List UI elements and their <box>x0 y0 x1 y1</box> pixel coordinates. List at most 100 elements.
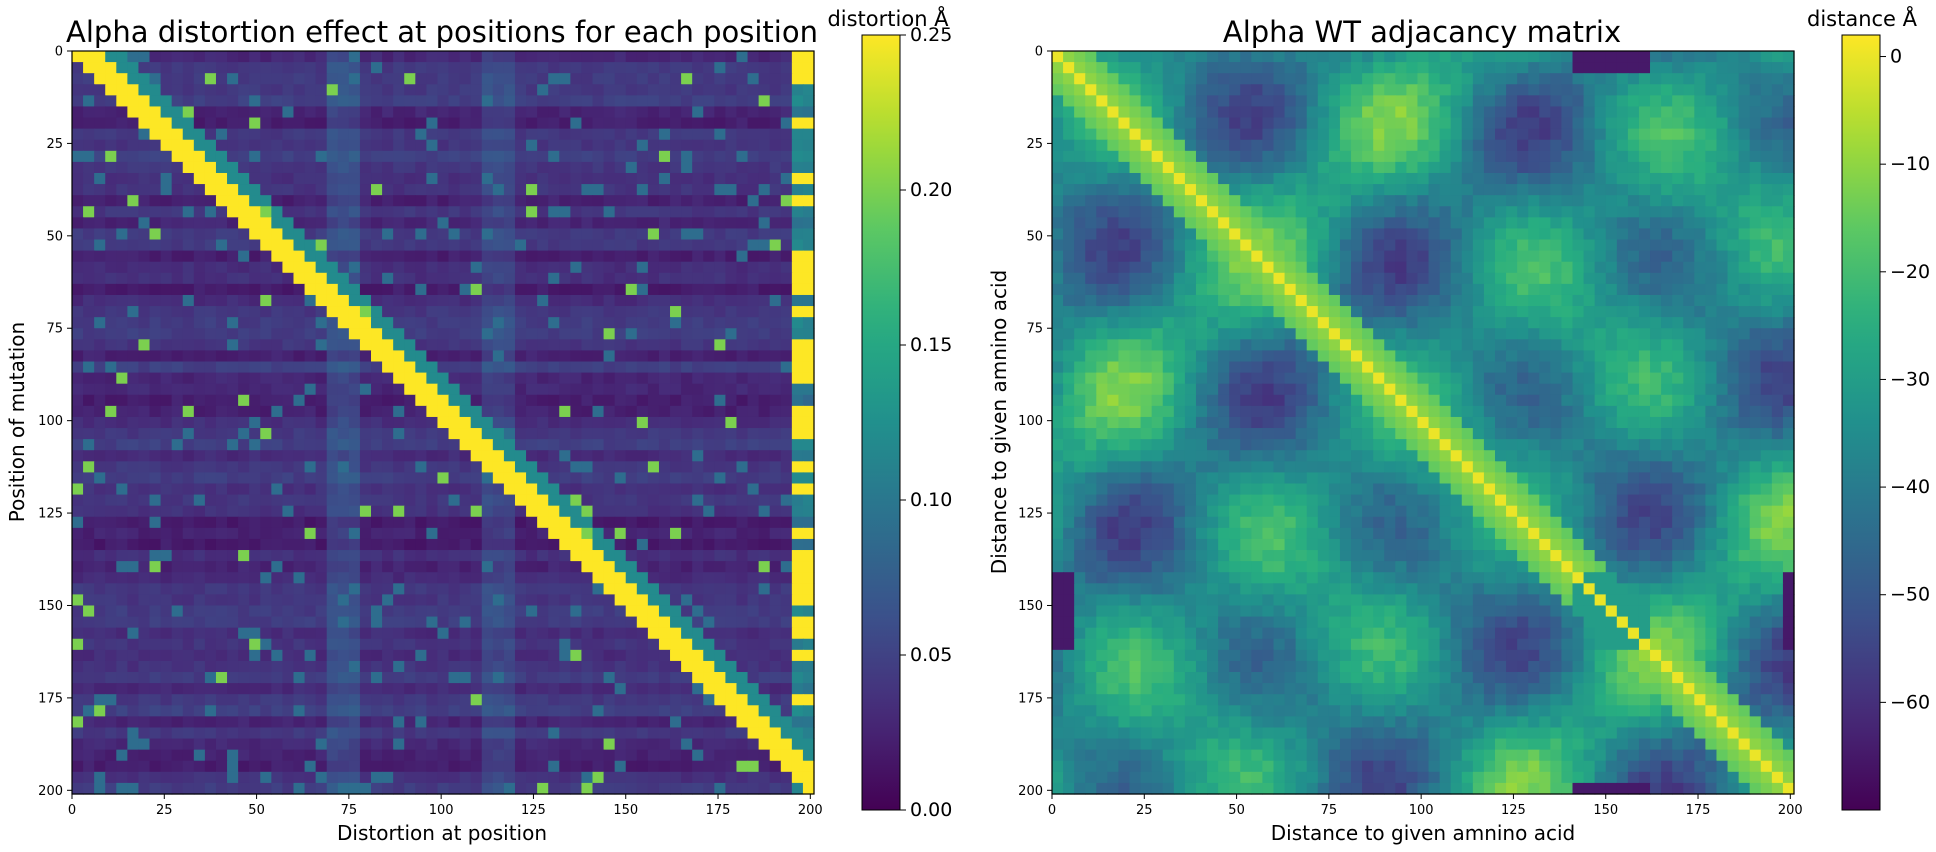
heatmap-cell <box>160 206 173 218</box>
heatmap-cell <box>670 172 682 185</box>
heatmap-cell <box>138 605 151 618</box>
heatmap-cell <box>249 139 261 152</box>
heatmap-cell <box>526 51 538 63</box>
heatmap-cell <box>692 361 704 374</box>
heatmap-cell <box>703 350 715 363</box>
heatmap-cell <box>470 605 483 618</box>
heatmap-cell <box>426 749 439 762</box>
heatmap-cell <box>692 738 704 751</box>
heatmap-cell <box>658 117 671 130</box>
heatmap-cell <box>1140 73 1153 85</box>
heatmap-cell <box>481 428 494 440</box>
heatmap-cell <box>193 195 206 207</box>
heatmap-cell <box>72 771 84 784</box>
heatmap-cell <box>526 527 538 540</box>
heatmap-cell <box>448 550 461 562</box>
heatmap-cell <box>1074 84 1086 96</box>
heatmap-cell <box>1461 117 1474 130</box>
heatmap-cell <box>1218 84 1230 96</box>
heatmap-cell <box>714 516 726 529</box>
heatmap-cell <box>758 172 771 185</box>
heatmap-cell <box>227 727 239 740</box>
heatmap-cell <box>83 561 95 573</box>
heatmap-cell <box>658 217 671 230</box>
heatmap-cell <box>227 660 239 673</box>
y-tick-label: 50 <box>46 229 63 244</box>
heatmap-cell <box>171 649 184 662</box>
heatmap-cell <box>514 272 527 285</box>
heatmap-cell <box>138 239 151 252</box>
heatmap-cell <box>260 550 272 562</box>
heatmap-cell <box>747 239 760 252</box>
heatmap-cell <box>736 328 749 340</box>
heatmap-cell <box>747 361 760 374</box>
heatmap-cell <box>725 727 738 740</box>
heatmap-cell <box>293 195 306 207</box>
heatmap-cell <box>703 649 715 662</box>
heatmap-cell <box>548 683 560 695</box>
heatmap-cell <box>514 527 527 540</box>
heatmap-cell <box>138 350 151 363</box>
heatmap-cell <box>1506 117 1518 130</box>
heatmap-cell <box>1494 106 1507 119</box>
heatmap-cell <box>249 339 261 352</box>
heatmap-cell <box>769 217 782 230</box>
heatmap-cell <box>271 217 284 230</box>
heatmap-cell <box>1406 84 1419 96</box>
heatmap-cell <box>1162 51 1175 63</box>
heatmap-cell <box>171 428 184 440</box>
heatmap-cell <box>337 550 350 562</box>
heatmap-cell <box>83 128 95 141</box>
heatmap-cell <box>105 461 117 473</box>
heatmap-cell <box>736 760 749 773</box>
heatmap-cell <box>537 306 549 318</box>
heatmap-cell <box>304 472 317 485</box>
heatmap-cell <box>238 350 250 363</box>
heatmap-cell <box>514 73 527 85</box>
heatmap-cell <box>182 538 195 551</box>
heatmap-cell <box>227 272 239 285</box>
heatmap-cell <box>359 350 372 363</box>
heatmap-cell <box>625 583 638 595</box>
heatmap-cell <box>736 494 749 507</box>
heatmap-cell <box>625 283 638 296</box>
heatmap-cell <box>791 705 804 717</box>
heatmap-cell <box>337 228 350 241</box>
heatmap-cell <box>72 361 84 374</box>
heatmap-cell <box>437 206 450 218</box>
heatmap-cell <box>1395 62 1407 74</box>
heatmap-cell <box>149 738 162 751</box>
heatmap-cell <box>94 672 106 684</box>
heatmap-cell <box>393 239 405 252</box>
heatmap-cell <box>337 605 350 618</box>
heatmap-cell <box>260 195 272 207</box>
heatmap-cell <box>592 561 605 573</box>
heatmap-cell <box>404 339 416 352</box>
heatmap-cell <box>514 372 527 385</box>
heatmap-cell <box>204 461 217 473</box>
heatmap-cell <box>647 627 660 640</box>
heatmap-cell <box>238 782 250 795</box>
heatmap-cell <box>603 361 616 374</box>
heatmap-cell <box>116 516 128 529</box>
heatmap-cell <box>271 428 284 440</box>
heatmap-cell <box>138 627 151 640</box>
heatmap-cell <box>127 561 140 573</box>
heatmap-cell <box>725 95 738 108</box>
heatmap-cell <box>780 95 793 108</box>
heatmap-cell <box>282 372 295 385</box>
heatmap-cell <box>514 516 527 529</box>
heatmap-cell <box>127 283 140 296</box>
heatmap-cell <box>271 206 284 218</box>
heatmap-cell <box>1627 95 1640 108</box>
heatmap-cell <box>1218 106 1230 119</box>
heatmap-cell <box>1406 117 1419 130</box>
heatmap-cell <box>526 361 538 374</box>
heatmap-cell <box>105 383 117 396</box>
heatmap-cell <box>94 705 106 717</box>
heatmap-cell <box>94 250 106 263</box>
heatmap-cell <box>1118 73 1131 85</box>
heatmap-cell <box>149 117 162 130</box>
heatmap-cell <box>249 317 261 329</box>
heatmap-cell <box>382 594 394 607</box>
